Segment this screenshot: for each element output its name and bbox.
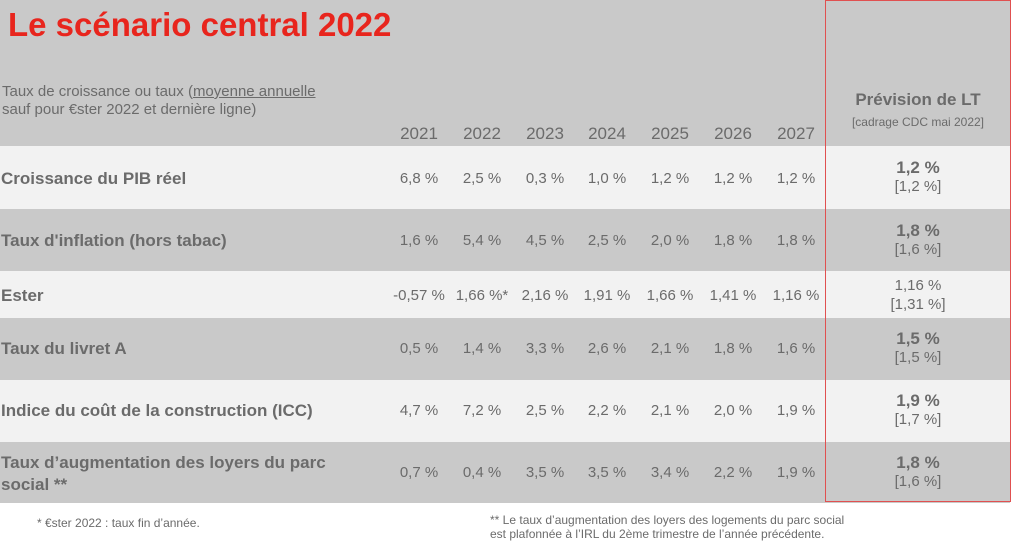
value-2022: 1,4 % — [462, 340, 502, 357]
footnote-loyers-line1: ** Le taux d’augmentation des loyers des… — [490, 513, 845, 527]
value-2027: 1,8 % — [776, 232, 816, 249]
slide-title: Le scénario central 2022 — [8, 6, 392, 43]
value-2023: 3,3 % — [525, 340, 565, 357]
value-2026: 2,0 % — [713, 402, 753, 419]
value-2026: 1,8 % — [713, 232, 753, 249]
forecast-title: Prévision de LT — [855, 90, 981, 109]
forecast-value: 1,2 % — [896, 158, 940, 177]
value-2023: 3,5 % — [525, 464, 565, 481]
forecast-frame-top — [825, 0, 1011, 1]
table-row-inflation: Taux d'inflation (hors tabac) 1,6 % 5,4 … — [0, 209, 1010, 271]
value-2027: 1,16 % — [772, 287, 820, 304]
forecast-cell: 1,5 % [1,5 %] — [826, 329, 1010, 367]
description-line2: sauf pour €ster 2022 et dernière ligne) — [2, 101, 257, 118]
table-row-icc: Indice du coût de la construction (ICC) … — [0, 380, 1010, 442]
value-2021: 6,8 % — [399, 170, 439, 187]
value-2022: 1,66 %* — [455, 287, 509, 304]
forecast-cell: 1,16 % [1,31 %] — [826, 276, 1010, 314]
value-2027: 1,9 % — [776, 464, 816, 481]
value-2021: -0,57 % — [393, 287, 445, 304]
table-row-loyers: Taux d’augmentation des loyers du parc s… — [0, 442, 1010, 503]
year-2023: 2023 — [526, 124, 564, 143]
forecast-subtitle: [cadrage CDC mai 2022] — [851, 115, 985, 129]
forecast-cell: 1,8 % [1,6 %] — [826, 221, 1010, 259]
value-2024: 2,5 % — [587, 232, 627, 249]
value-2022: 0,4 % — [462, 464, 502, 481]
year-2026: 2026 — [714, 124, 752, 143]
value-2021: 1,6 % — [399, 232, 439, 249]
year-2025: 2025 — [651, 124, 689, 143]
footnote-ester: * €ster 2022 : taux fin d’année. — [37, 516, 200, 530]
value-2021: 4,7 % — [399, 402, 439, 419]
year-2021: 2021 — [400, 124, 438, 143]
description-line1-pre: Taux de croissance ou taux ( — [2, 83, 193, 100]
row-label-line1: Taux d’augmentation des loyers du parc — [1, 453, 326, 472]
year-2024: 2024 — [588, 124, 626, 143]
value-2024: 2,2 % — [587, 402, 627, 419]
value-2027: 1,6 % — [776, 340, 816, 357]
value-2027: 1,9 % — [776, 402, 816, 419]
row-label: Taux d'inflation (hors tabac) — [1, 231, 227, 250]
value-2025: 2,1 % — [650, 340, 690, 357]
value-2024: 3,5 % — [587, 464, 627, 481]
table-description: Taux de croissance ou taux (moyenne annu… — [2, 83, 372, 119]
row-label: Ester — [1, 286, 44, 305]
forecast-value: 1,16 % — [894, 277, 942, 294]
forecast-cell: 1,2 % [1,2 %] — [826, 158, 1010, 196]
forecast-header: Prévision de LT [cadrage CDC mai 2022] — [826, 90, 1010, 129]
previous-value: [1,2 %] — [894, 178, 942, 195]
forecast-value: 1,5 % — [896, 329, 940, 348]
footnote-loyers: ** Le taux d’augmentation des loyers des… — [490, 513, 1010, 541]
table-row-pib: Croissance du PIB réel 6,8 % 2,5 % 0,3 %… — [0, 146, 1010, 209]
forecast-value: 1,9 % — [896, 391, 940, 410]
forecast-value: 1,8 % — [896, 453, 940, 472]
previous-value: [1,6 %] — [894, 241, 942, 258]
value-2026: 1,2 % — [713, 170, 753, 187]
header-band — [0, 0, 1010, 146]
row-label: Indice du coût de la construction (ICC) — [1, 401, 313, 420]
row-label-line2: social ** — [1, 475, 68, 494]
value-2025: 1,2 % — [650, 170, 690, 187]
value-2027: 1,2 % — [776, 170, 816, 187]
row-label: Taux du livret A — [1, 339, 127, 358]
value-2022: 7,2 % — [462, 402, 502, 419]
value-2024: 1,91 % — [583, 287, 631, 304]
row-label: Croissance du PIB réel — [1, 169, 187, 188]
footnote-loyers-line2: est plafonnée à l’IRL du 2ème trimestre … — [490, 527, 825, 541]
value-2025: 3,4 % — [650, 464, 690, 481]
forecast-frame — [825, 0, 1011, 502]
value-2023: 2,5 % — [525, 402, 565, 419]
value-2024: 1,0 % — [587, 170, 627, 187]
previous-value: [1,7 %] — [894, 411, 942, 428]
value-2022: 5,4 % — [462, 232, 502, 249]
row-label: Taux d’augmentation des loyers du parc s… — [1, 452, 381, 496]
forecast-cell: 1,9 % [1,7 %] — [826, 391, 1010, 429]
value-2024: 2,6 % — [587, 340, 627, 357]
value-2023: 0,3 % — [525, 170, 565, 187]
value-2025: 1,66 % — [646, 287, 694, 304]
value-2022: 2,5 % — [462, 170, 502, 187]
previous-value: [1,31 %] — [890, 296, 946, 313]
value-2023: 4,5 % — [525, 232, 565, 249]
forecast-cell: 1,8 % [1,6 %] — [826, 453, 1010, 491]
year-2027: 2027 — [777, 124, 815, 143]
value-2026: 1,41 % — [709, 287, 757, 304]
value-2021: 0,7 % — [399, 464, 439, 481]
value-2026: 2,2 % — [713, 464, 753, 481]
forecast-value: 1,8 % — [896, 221, 940, 240]
year-2022: 2022 — [463, 124, 501, 143]
value-2021: 0,5 % — [399, 340, 439, 357]
table-row-ester: Ester -0,57 % 1,66 %* 2,16 % 1,91 % 1,66… — [0, 271, 1010, 318]
previous-value: [1,6 %] — [894, 473, 942, 490]
value-2025: 2,0 % — [650, 232, 690, 249]
table-row-livret-a: Taux du livret A 0,5 % 1,4 % 3,3 % 2,6 %… — [0, 318, 1010, 380]
value-2026: 1,8 % — [713, 340, 753, 357]
previous-value: [1,5 %] — [894, 349, 942, 366]
value-2023: 2,16 % — [521, 287, 569, 304]
value-2025: 2,1 % — [650, 402, 690, 419]
description-underlined: moyenne annuelle — [192, 83, 316, 100]
